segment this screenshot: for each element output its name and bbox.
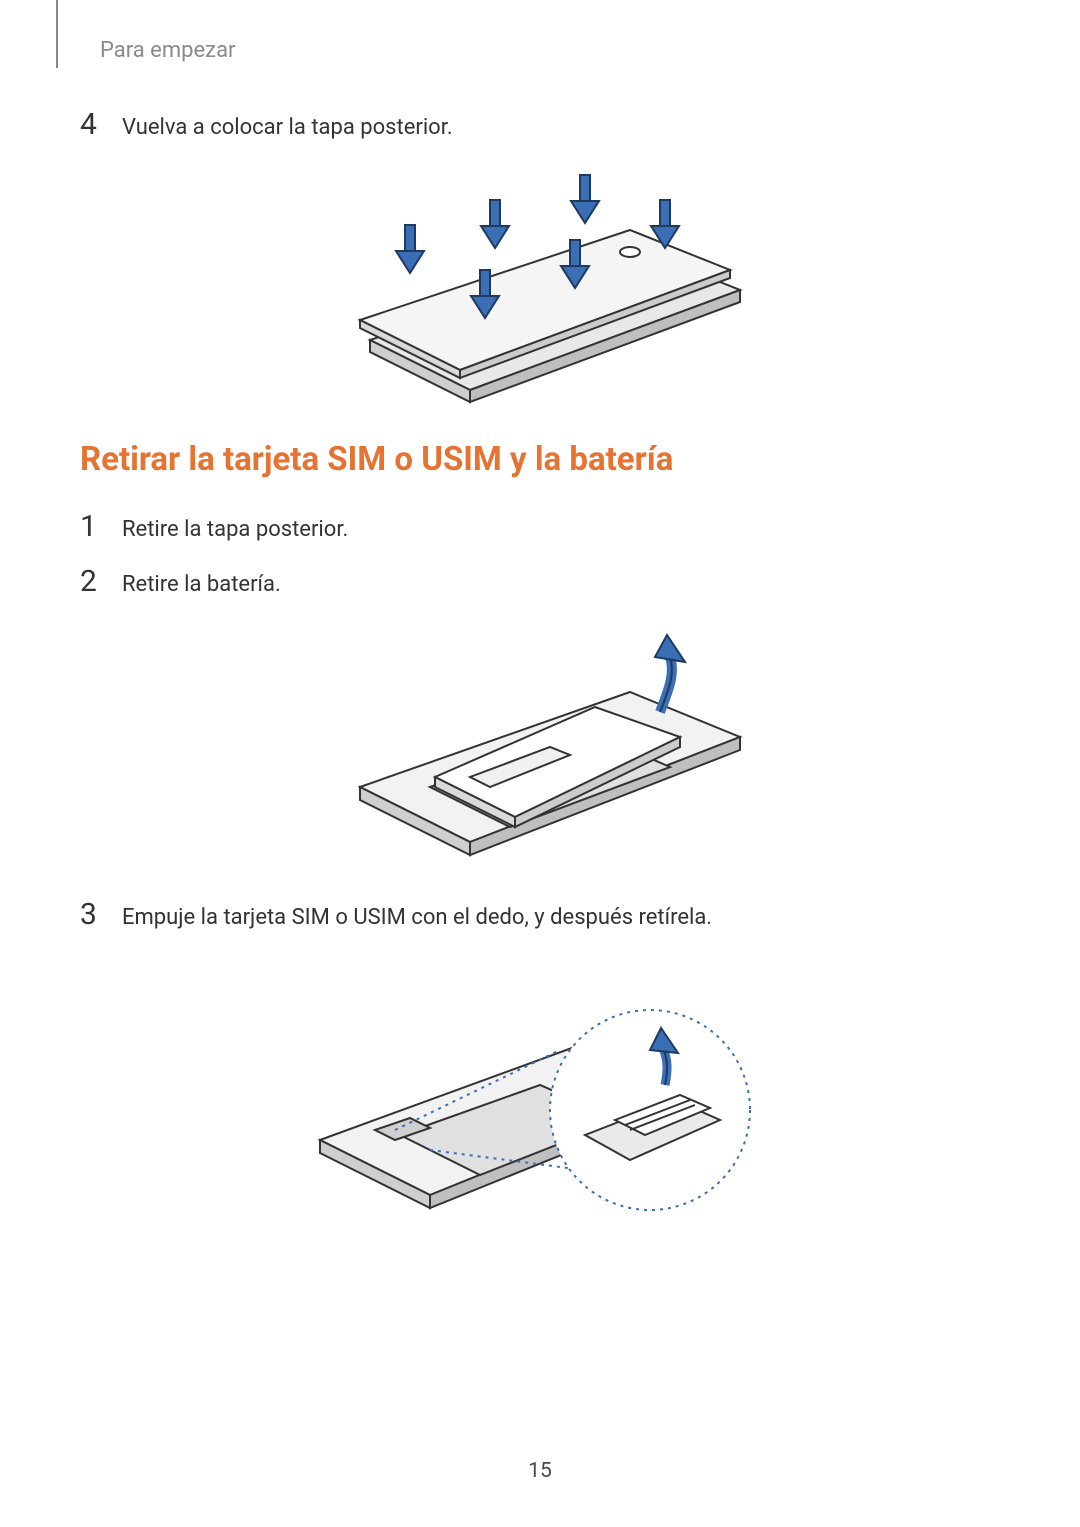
page-number: 15 — [0, 1459, 1080, 1483]
step-row-4: 4 Vuelva a colocar la tapa posterior. — [80, 107, 1000, 142]
step-number-2: 2 — [80, 564, 104, 599]
step-text-1: Retire la tapa posterior. — [122, 517, 348, 542]
step-row-3: 3 Empuje la tarjeta SIM o USIM con el de… — [80, 897, 1000, 932]
step-text-3: Empuje la tarjeta SIM o USIM con el dedo… — [122, 905, 712, 930]
step-number-1: 1 — [80, 509, 104, 544]
figure-3-remove-sim-icon — [280, 950, 800, 1250]
step-number-4: 4 — [80, 107, 104, 142]
side-rule — [56, 0, 58, 68]
step-row-1: 1 Retire la tapa posterior. — [80, 509, 1000, 544]
step-text-4: Vuelva a colocar la tapa posterior. — [122, 115, 453, 140]
figure-1-wrap — [80, 160, 1000, 410]
figure-2-wrap — [80, 617, 1000, 867]
step-row-2: 2 Retire la batería. — [80, 564, 1000, 599]
figure-2-remove-battery-icon — [310, 617, 770, 867]
manual-page: Para empezar 4 Vuelva a colocar la tapa … — [0, 0, 1080, 1527]
figure-1-back-cover-icon — [310, 160, 770, 410]
step-number-3: 3 — [80, 897, 104, 932]
figure-3-wrap — [80, 950, 1000, 1250]
section-label: Para empezar — [100, 38, 1000, 63]
step-text-2: Retire la batería. — [122, 572, 281, 597]
section-heading: Retirar la tarjeta SIM o USIM y la bater… — [80, 440, 1000, 479]
